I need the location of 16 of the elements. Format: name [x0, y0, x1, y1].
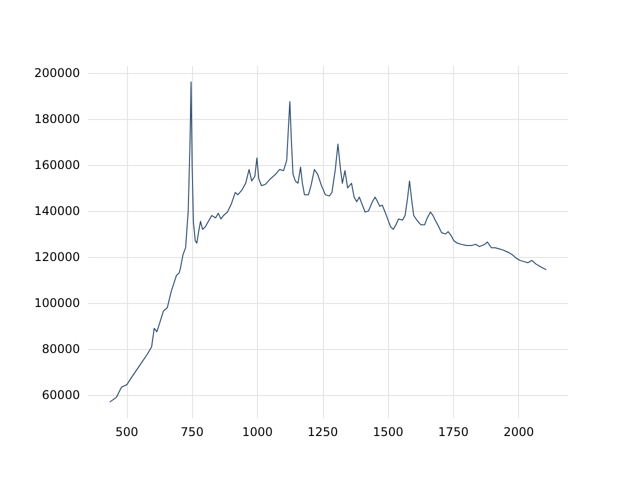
line-series — [109, 82, 547, 402]
x-tick-label: 1250 — [308, 425, 338, 439]
x-tick-label: 2000 — [503, 425, 534, 439]
y-tick-label: 60000 — [42, 388, 80, 402]
x-tick-label: 500 — [115, 425, 138, 439]
y-tick-label: 100000 — [34, 296, 80, 310]
x-tick-label: 1750 — [438, 425, 469, 439]
y-tick-label: 80000 — [42, 342, 80, 356]
x-tick-label: 750 — [180, 425, 204, 439]
y-tick-label: 180000 — [34, 112, 80, 126]
y-tick-label: 120000 — [34, 250, 80, 264]
y-tick-label: 200000 — [34, 66, 80, 80]
x-tick-label: 1500 — [372, 425, 404, 439]
y-tick-label: 140000 — [34, 204, 80, 218]
x-tick-label: 1000 — [242, 425, 273, 439]
y-tick-label: 160000 — [34, 158, 80, 172]
